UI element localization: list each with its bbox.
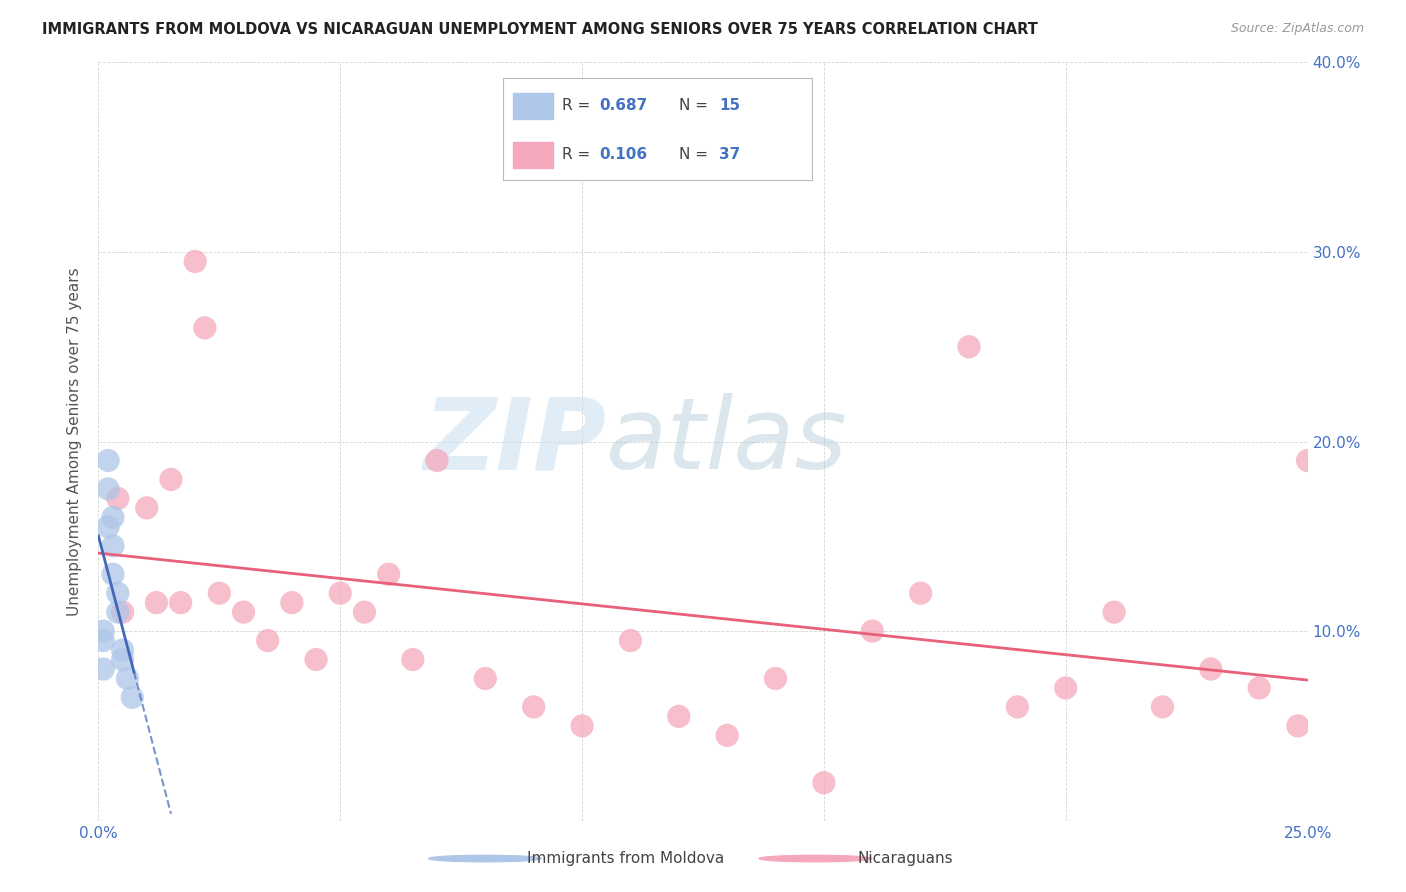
Point	[281, 596, 304, 610]
Point	[353, 605, 375, 619]
Point	[145, 596, 167, 610]
Circle shape	[429, 855, 541, 862]
Text: IMMIGRANTS FROM MOLDOVA VS NICARAGUAN UNEMPLOYMENT AMONG SENIORS OVER 75 YEARS C: IMMIGRANTS FROM MOLDOVA VS NICARAGUAN UN…	[42, 22, 1038, 37]
Point	[619, 633, 641, 648]
Point	[111, 652, 134, 666]
Point	[1296, 453, 1319, 467]
Point	[668, 709, 690, 723]
Point	[111, 643, 134, 657]
Point	[121, 690, 143, 705]
Text: Immigrants from Moldova: Immigrants from Moldova	[527, 851, 724, 866]
Point	[716, 728, 738, 742]
Point	[1286, 719, 1309, 733]
Text: Nicaraguans: Nicaraguans	[858, 851, 953, 866]
Point	[208, 586, 231, 600]
Point	[97, 482, 120, 496]
Point	[97, 453, 120, 467]
Point	[1152, 699, 1174, 714]
Point	[1054, 681, 1077, 695]
Point	[169, 596, 191, 610]
Point	[860, 624, 883, 639]
Point	[97, 520, 120, 534]
Point	[111, 605, 134, 619]
Point	[107, 491, 129, 506]
Point	[1249, 681, 1271, 695]
Point	[101, 510, 124, 524]
Point	[160, 473, 183, 487]
Text: atlas: atlas	[606, 393, 848, 490]
Point	[910, 586, 932, 600]
Point	[523, 699, 546, 714]
Point	[107, 605, 129, 619]
Point	[813, 776, 835, 790]
Text: Source: ZipAtlas.com: Source: ZipAtlas.com	[1230, 22, 1364, 36]
Point	[1199, 662, 1222, 676]
Y-axis label: Unemployment Among Seniors over 75 years: Unemployment Among Seniors over 75 years	[67, 268, 83, 615]
Point	[117, 672, 139, 686]
Point	[571, 719, 593, 733]
Point	[101, 567, 124, 582]
Point	[957, 340, 980, 354]
Point	[1102, 605, 1125, 619]
Point	[135, 500, 157, 515]
Point	[91, 624, 114, 639]
Point	[305, 652, 328, 666]
Point	[1007, 699, 1029, 714]
Point	[107, 586, 129, 600]
Point	[91, 633, 114, 648]
Point	[232, 605, 254, 619]
Point	[402, 652, 425, 666]
Circle shape	[759, 855, 872, 862]
Point	[377, 567, 399, 582]
Point	[426, 453, 449, 467]
Point	[474, 672, 496, 686]
Point	[329, 586, 352, 600]
Point	[194, 320, 217, 334]
Point	[184, 254, 207, 268]
Point	[765, 672, 787, 686]
Point	[256, 633, 278, 648]
Point	[91, 662, 114, 676]
Point	[101, 539, 124, 553]
Text: ZIP: ZIP	[423, 393, 606, 490]
